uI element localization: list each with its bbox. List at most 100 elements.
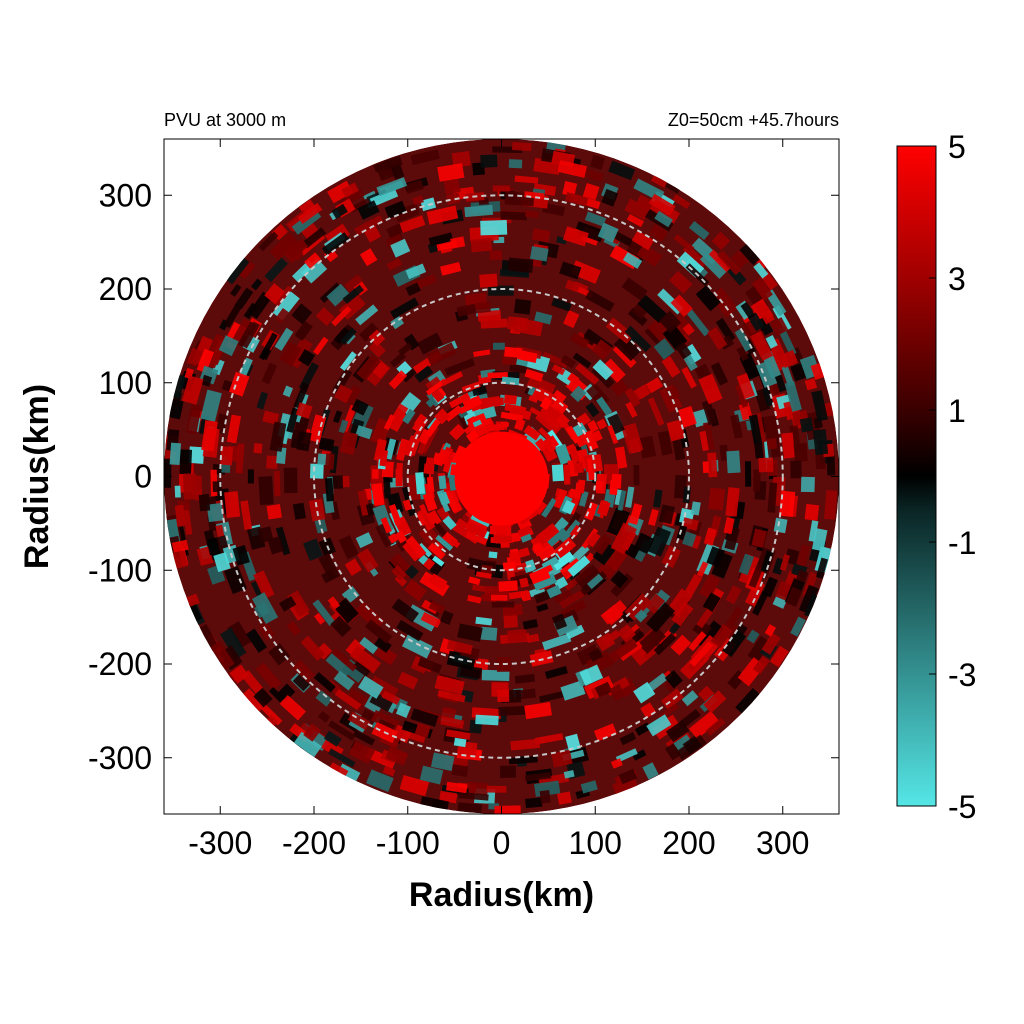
heatmap-cell (610, 570, 629, 589)
heatmap-cell (779, 490, 796, 518)
heatmap-cell (439, 261, 462, 276)
heatmap-cell (399, 774, 430, 797)
heatmap-cell (608, 638, 638, 663)
heatmap-cell (524, 210, 539, 219)
heatmap-cell (251, 592, 279, 625)
heatmap-cell (565, 733, 581, 752)
heatmap-cell (438, 491, 451, 506)
heatmap-cell (429, 509, 442, 525)
heatmap-cell (811, 528, 828, 552)
heatmap-cell (494, 805, 521, 814)
heatmap-cell (551, 364, 566, 376)
heatmap-cell (542, 437, 556, 453)
heatmap-cell (390, 238, 411, 258)
heatmap-cell (667, 588, 693, 617)
heatmap-cell (333, 670, 355, 691)
heatmap-cell (570, 385, 587, 403)
heatmap-cell (753, 438, 764, 459)
heatmap-cell (535, 523, 560, 546)
heatmap-cell (456, 303, 477, 317)
heatmap-cell (626, 213, 645, 227)
heatmap-cell (321, 232, 350, 256)
x-tick-label: -300 (188, 825, 252, 861)
heatmap-cell (301, 258, 328, 284)
heatmap-cell (772, 557, 786, 575)
y-tick-label: 0 (134, 459, 152, 495)
heatmap-cell (385, 746, 409, 766)
heatmap-cell (321, 569, 336, 584)
x-tick-label: 0 (493, 825, 511, 861)
heatmap-cell (417, 332, 444, 355)
heatmap-cell (292, 502, 307, 520)
heatmap-cell (582, 332, 597, 346)
heatmap-cell (595, 632, 616, 652)
heatmap-cell (243, 688, 266, 712)
heatmap-cell (475, 301, 491, 314)
heatmap-cell (773, 517, 788, 534)
heatmap-cell (437, 163, 465, 182)
heatmap-cell (580, 780, 598, 794)
heatmap-cell (314, 612, 326, 625)
heatmap-cell (479, 395, 501, 409)
heatmap-cell (631, 302, 649, 319)
heatmap-cell (597, 500, 611, 517)
heatmap-cell (293, 731, 322, 758)
heatmap-cell (253, 570, 275, 600)
heatmap-cell (258, 332, 278, 361)
heatmap-cell (309, 463, 324, 479)
heatmap-cell (182, 375, 204, 405)
heatmap-cell (557, 791, 572, 805)
heatmap-cell (356, 548, 379, 573)
heatmap-cell (324, 477, 334, 502)
heatmap-cell (529, 246, 549, 262)
heatmap-cell (658, 504, 676, 525)
heatmap-cell (292, 674, 310, 692)
heatmap-cell (432, 452, 446, 467)
heatmap-cell (748, 414, 763, 445)
heatmap-cell (303, 723, 321, 742)
heatmap-cell (715, 317, 736, 343)
heatmap-cells (164, 139, 838, 814)
heatmap-cell (533, 500, 548, 515)
heatmap-cell (220, 446, 234, 466)
range-ring (406, 381, 597, 572)
heatmap-cell (438, 475, 447, 490)
heatmap-cell (514, 418, 526, 431)
heatmap-cell (164, 458, 172, 488)
heatmap-cell (567, 372, 580, 385)
heatmap-cell (510, 738, 541, 751)
colorbar (896, 145, 937, 807)
heatmap-cell (724, 526, 740, 551)
heatmap-cell (699, 250, 728, 279)
heatmap-cell (648, 193, 676, 216)
heatmap-cell (368, 329, 386, 347)
core-max-region (454, 431, 549, 526)
heatmap-cell (532, 542, 543, 553)
heatmap-cell (670, 634, 692, 656)
colorbar-tick-label: -3 (948, 657, 976, 693)
heatmap-cell (763, 415, 780, 443)
heatmap-cell (235, 443, 245, 474)
heatmap-cell (744, 579, 766, 607)
heatmap-cell (606, 507, 630, 538)
heatmap-cell (198, 493, 211, 512)
heatmap-cell (690, 501, 701, 516)
heatmap-cell (379, 449, 389, 467)
heatmap-cell (334, 688, 362, 711)
heatmap-cell (638, 435, 657, 459)
heatmap-cell (552, 551, 575, 571)
heatmap-cell (339, 351, 357, 371)
heatmap-cell (507, 257, 534, 273)
heatmap-cell (647, 526, 672, 557)
heatmap-cell (570, 260, 601, 284)
heatmap-cell (253, 442, 263, 454)
heatmap-cell (359, 636, 379, 655)
heatmap-cell (583, 168, 604, 182)
heatmap-cell (622, 252, 643, 269)
heatmap-cell (767, 482, 778, 513)
heatmap-cell (302, 227, 327, 249)
heatmap-cell (766, 437, 778, 450)
heatmap-cell (450, 236, 466, 249)
heatmap-cell (264, 257, 288, 283)
heatmap-cell (410, 149, 440, 166)
